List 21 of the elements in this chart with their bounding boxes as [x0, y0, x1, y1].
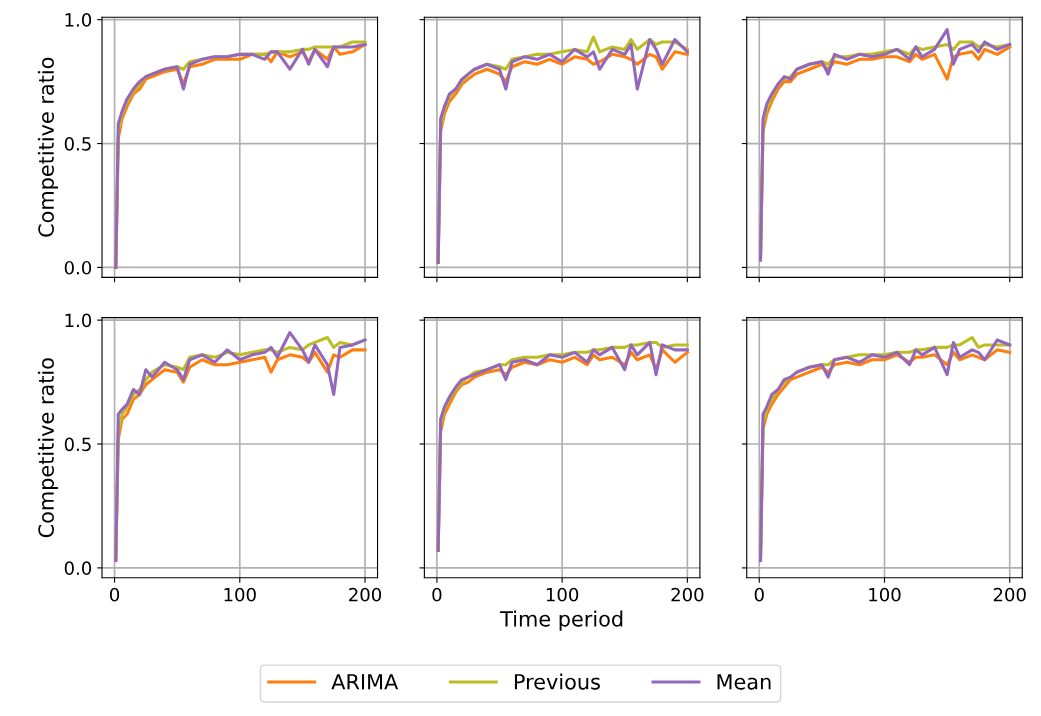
y-tick-label: 0.5 [64, 437, 91, 452]
legend-label: ARIMA [331, 674, 399, 690]
x-tick-label: 100 [869, 587, 901, 602]
x-tick-label: 0 [754, 587, 764, 602]
x-tick-label: 200 [349, 587, 382, 602]
x-tick-label: 200 [993, 587, 1026, 602]
x-tick-label: 0 [432, 587, 442, 602]
y-axis-title: Competitive ratio [37, 358, 59, 538]
x-axis-title: Time period [500, 610, 623, 631]
y-tick-label: 0.0 [64, 561, 92, 576]
legend-label: Previous [514, 673, 600, 690]
x-tick-label: 200 [671, 587, 704, 602]
y-axis-title: Competitive ratio [37, 57, 59, 237]
x-tick-label: 100 [224, 587, 256, 602]
y-tick-label: 0.0 [64, 260, 92, 275]
x-tick-label: 0 [109, 587, 120, 602]
legend-label: Mean [717, 674, 771, 690]
y-tick-label: 1.0 [65, 313, 92, 328]
y-tick-label: 1.0 [65, 13, 92, 27]
y-tick-label: 0.5 [64, 137, 91, 151]
x-tick-label: 100 [546, 587, 579, 602]
